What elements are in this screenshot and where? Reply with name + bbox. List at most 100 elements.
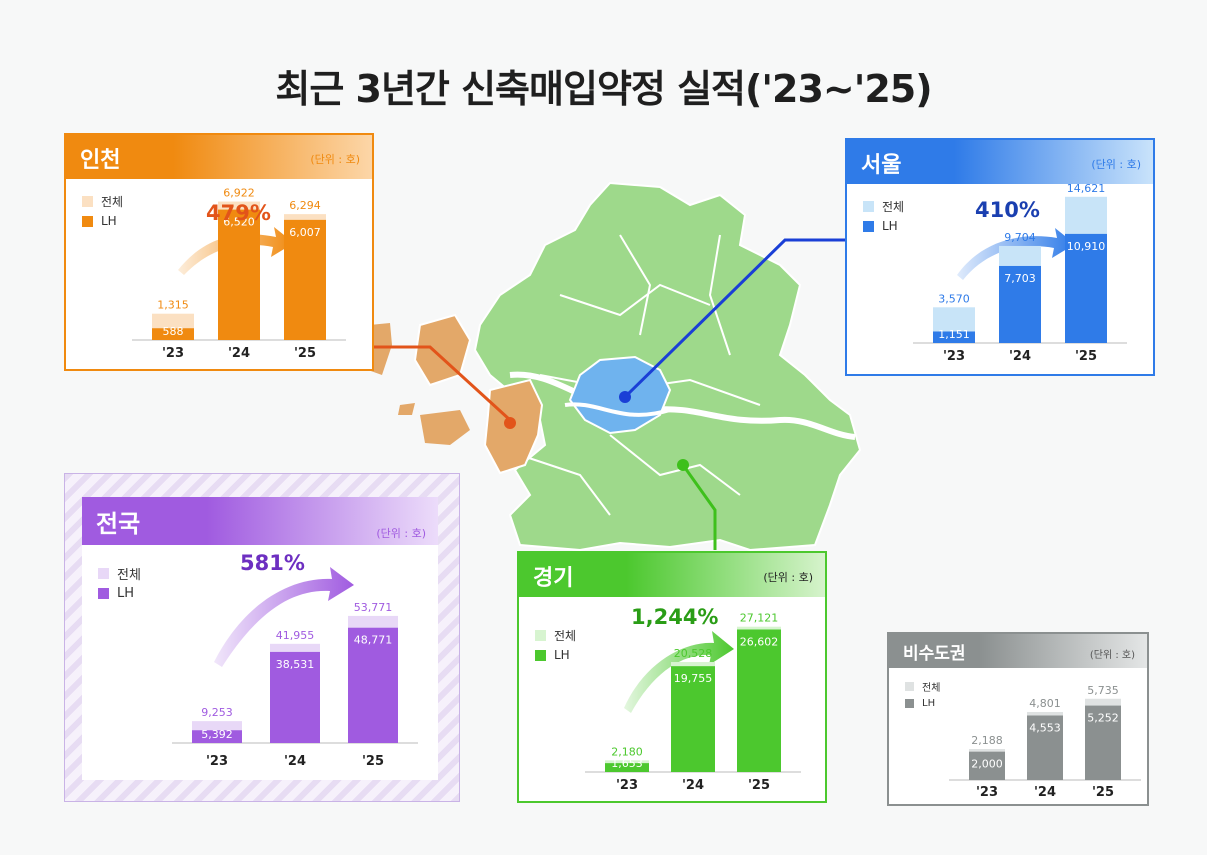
data-label-total: 9,704 [1004, 231, 1036, 244]
data-label-total: 6,294 [289, 199, 321, 212]
panel-header [847, 140, 1153, 184]
data-label-lh: 19,755 [674, 672, 713, 685]
x-tick-label: '24 [228, 346, 250, 361]
legend-item-lh: LH [82, 211, 123, 231]
growth-arrow [214, 567, 354, 667]
bar-lh [737, 629, 781, 772]
panel-title: 인천 [80, 148, 121, 173]
bar-lh [999, 265, 1041, 343]
bar-lh [933, 331, 975, 343]
legend-swatch-lh [82, 215, 93, 227]
legend-label-lh: LH [882, 219, 898, 233]
unit-label: (단위 : 호) [1089, 650, 1135, 661]
legend-swatch-total [905, 682, 914, 691]
legend-item-total: 전체 [535, 625, 576, 645]
data-label-lh: 10,910 [1067, 240, 1106, 253]
x-tick-label: '23 [206, 754, 228, 769]
growth-rate: 581% [240, 551, 305, 575]
data-label-lh: 6,520 [223, 216, 255, 229]
data-label-total: 53,771 [354, 601, 393, 614]
growth-rate: 410% [975, 198, 1040, 222]
gyeonggi-panel: 경기 (단위 : 호) 전체 LH 2,180 1,653 '23 20,528 19,… [517, 551, 827, 803]
bar-lh [605, 763, 649, 772]
x-tick-label: '24 [1009, 349, 1031, 364]
bar-lh [671, 666, 715, 772]
seoul-panel: 서울 (단위 : 호) 전체 LH 3,570 1,151 '23 9,704 7,70… [845, 138, 1155, 376]
data-label-total: 2,188 [971, 734, 1003, 747]
unit-label: (단위 : 호) [1091, 158, 1141, 171]
national-panel: 전국 (단위 : 호) 전체 LH 9,253 5,392 '23 41,955 38,… [82, 497, 438, 780]
incheon-chart: 1,315 588 '23 6,922 6,520 '24 6,294 6,007 '25 [132, 187, 346, 361]
data-label-total: 27,121 [740, 612, 779, 625]
legend-swatch-total [535, 629, 546, 641]
legend-label-total: 전체 [882, 199, 905, 214]
legend-swatch-lh [905, 699, 914, 708]
data-label-total: 2,180 [611, 745, 643, 758]
national-chart: 9,253 5,392 '23 41,955 38,531 '24 53,771 48,771… [172, 567, 418, 769]
legend-swatch-total [863, 200, 874, 212]
growth-rate: 479% [206, 201, 271, 225]
x-tick-label: '23 [943, 349, 965, 364]
legend-label-lh: LH [101, 214, 117, 228]
bar-lh [969, 751, 1005, 780]
legend: 전체 LH [905, 678, 940, 712]
x-tick-label: '23 [616, 778, 638, 793]
panel-header [82, 497, 438, 545]
legend-swatch-lh [98, 587, 109, 599]
legend-item-total: 전체 [863, 196, 904, 216]
data-label-lh: 5,252 [1087, 712, 1119, 725]
legend-item-lh: LH [905, 695, 940, 712]
data-label-total: 5,735 [1087, 684, 1119, 697]
bar-lh [1065, 233, 1107, 343]
x-tick-label: '24 [1034, 785, 1056, 800]
data-label-lh: 5,392 [201, 728, 233, 741]
non-capital-chart: 2,188 2,000 '23 4,801 4,553 '24 5,735 5,252 '25 [949, 684, 1141, 800]
data-label-lh: 4,553 [1029, 721, 1061, 734]
data-label-total: 14,621 [1067, 182, 1106, 195]
data-label-lh: 6,007 [289, 226, 321, 239]
data-label-lh: 588 [163, 325, 184, 338]
page-title: 최근 3년간 신축매입약정 실적('23~'25) [275, 67, 932, 111]
bar-lh [1027, 715, 1063, 780]
growth-arrow [624, 631, 734, 713]
data-label-lh: 26,602 [740, 635, 779, 648]
growth-arrow [957, 228, 1075, 280]
panel-title: 전국 [96, 510, 141, 538]
incheon-panel: 인천 (단위 : 호) 전체 LH 1,315 588 '23 6,922 6,520 '… [64, 133, 374, 371]
seoul-chart: 3,570 1,151 '23 9,704 7,703 '24 14,621 10,910 '2… [913, 182, 1127, 364]
legend-swatch-lh [535, 649, 546, 661]
unit-label: (단위 : 호) [376, 527, 426, 540]
x-tick-label: '25 [294, 346, 316, 361]
x-tick-label: '25 [748, 778, 770, 793]
legend-item-lh: LH [863, 216, 904, 236]
bar-lh [270, 651, 320, 743]
legend-swatch-total [98, 567, 109, 579]
data-label-lh: 1,653 [611, 757, 643, 770]
data-label-lh: 1,151 [938, 328, 970, 341]
bar-lh [284, 219, 326, 340]
capital-area-map [368, 181, 862, 552]
x-tick-label: '24 [284, 754, 306, 769]
data-label-total: 1,315 [157, 299, 189, 312]
growth-rate: 1,244% [631, 605, 719, 629]
x-tick-label: '23 [162, 346, 184, 361]
legend: 전체 LH [98, 563, 141, 603]
non-capital-panel: 비수도권 (단위 : 호) 전체 LH 2,188 2,000 '23 4,801 4,… [887, 632, 1149, 806]
legend-label-lh: LH [117, 585, 135, 601]
data-label-lh: 2,000 [971, 758, 1003, 771]
data-label-total: 4,801 [1029, 697, 1061, 710]
legend-item-lh: LH [535, 645, 576, 665]
legend-swatch-total [82, 195, 93, 207]
growth-arrow [178, 227, 294, 275]
data-label-total: 9,253 [201, 706, 233, 719]
legend-label-lh: LH [922, 698, 936, 709]
legend: 전체 LH [535, 625, 576, 665]
data-label-total: 41,955 [276, 629, 315, 642]
data-label-total: 3,570 [938, 292, 970, 305]
panel-title: 서울 [861, 153, 902, 178]
panel-title: 비수도권 [903, 644, 966, 664]
data-label-total: 20,528 [674, 647, 713, 660]
legend: 전체 LH [82, 191, 123, 231]
x-tick-label: '24 [682, 778, 704, 793]
